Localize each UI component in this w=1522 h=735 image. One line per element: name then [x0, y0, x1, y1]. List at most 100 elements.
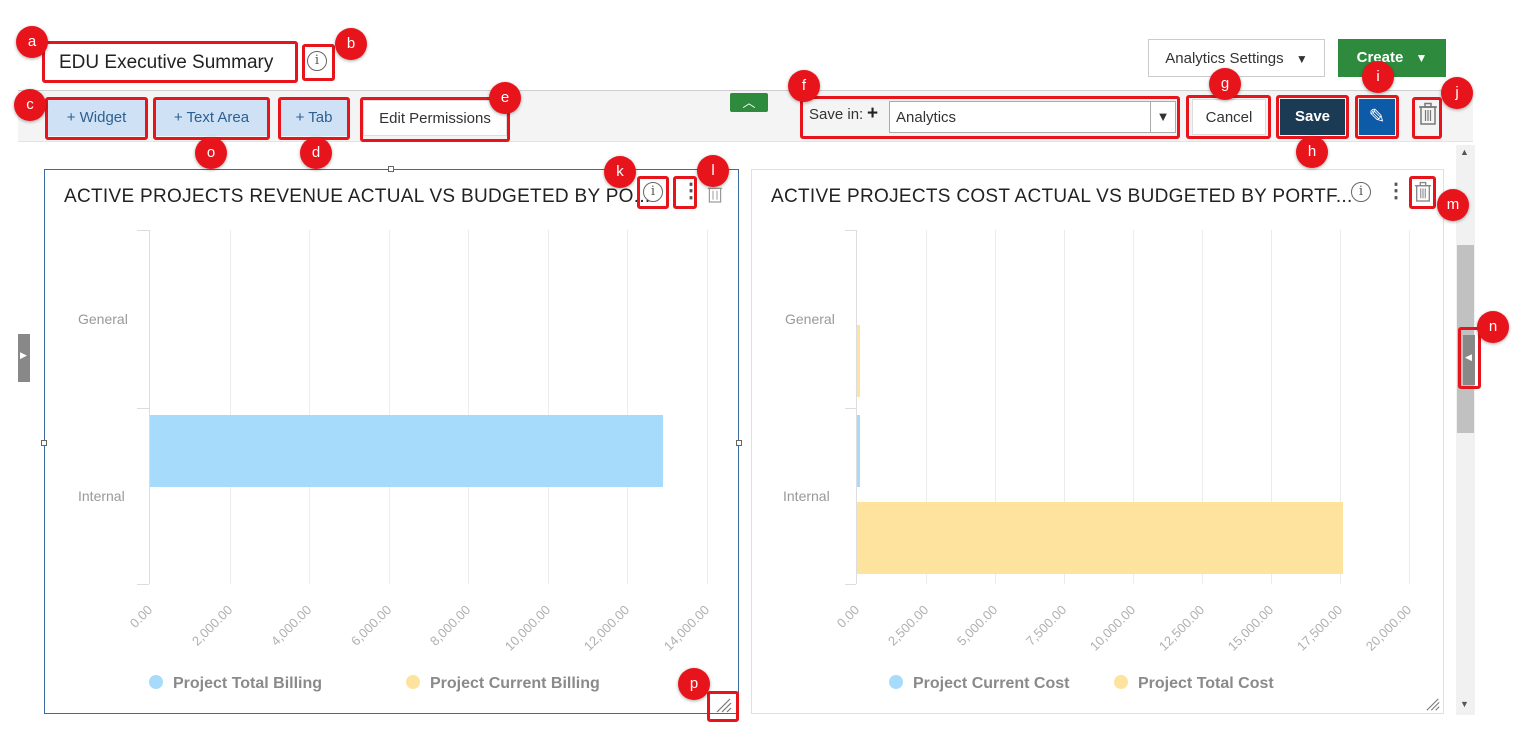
callout-badge: o [195, 137, 227, 169]
resize-handle-icon[interactable] [1425, 698, 1441, 712]
left-panel-toggle[interactable]: ▶ [18, 334, 30, 382]
panel-toggle-icon: ◀ [1465, 352, 1472, 362]
highlight-m [1409, 176, 1436, 209]
widget-cost[interactable] [751, 169, 1444, 714]
vertical-scrollbar[interactable]: ▲ ▼ [1456, 145, 1475, 715]
right-panel-toggle[interactable]: ◀ [1463, 335, 1475, 385]
y-axis-line [856, 230, 857, 584]
add-widget-button[interactable]: + Widget [48, 100, 145, 136]
gridline [627, 230, 629, 584]
callout-badge: n [1477, 311, 1509, 343]
highlight-i [1355, 95, 1399, 139]
callout-badge: e [489, 82, 521, 114]
resize-handle-icon[interactable] [715, 698, 733, 714]
callout-badge: k [604, 156, 636, 188]
y-axis-line [149, 230, 150, 584]
highlight-j [1412, 97, 1442, 139]
callout-badge: h [1296, 136, 1328, 168]
add-tab-button[interactable]: + Tab [281, 100, 347, 136]
callout-badge: p [678, 668, 710, 700]
legend-label: Project Current Cost [913, 675, 1070, 692]
highlight-l [673, 176, 697, 209]
panel-toggle-icon: ▶ [20, 350, 27, 360]
resize-handle-top[interactable] [388, 166, 394, 172]
legend-item[interactable]: Project Total Cost [1114, 675, 1274, 693]
axis-tick [137, 408, 149, 409]
legend-swatch [149, 675, 163, 689]
category-label: General [785, 311, 835, 327]
add-text-area-button[interactable]: + Text Area [156, 100, 267, 136]
save-in-select[interactable]: Analytics ▼ [889, 101, 1176, 133]
scroll-up-icon[interactable]: ▲ [1460, 147, 1469, 157]
highlight-d [278, 97, 350, 140]
chart-plot-area [857, 230, 1410, 584]
resize-handle-right[interactable] [736, 440, 742, 446]
legend-swatch [889, 675, 903, 689]
callout-badge: c [14, 89, 46, 121]
gridline [1409, 230, 1410, 584]
chevron-down-icon: ▼ [1415, 51, 1428, 65]
dashboard-info-icon[interactable]: i [307, 51, 327, 71]
bar[interactable] [857, 325, 860, 397]
gridline [995, 230, 996, 584]
analytics-settings-button[interactable]: Analytics Settings ▼ [1148, 39, 1325, 77]
resize-handle-left[interactable] [41, 440, 47, 446]
trash-icon[interactable] [707, 184, 723, 204]
plus-icon[interactable]: + [867, 103, 879, 124]
gridline [309, 230, 311, 584]
dashboard-title-input[interactable]: EDU Executive Summary [45, 44, 295, 80]
chevron-down-icon: ▼ [1295, 52, 1308, 66]
save-in-value: Analytics [896, 109, 957, 126]
highlight-a [42, 41, 298, 83]
bar[interactable] [150, 415, 664, 487]
legend-swatch [406, 675, 420, 689]
highlight-k [637, 176, 669, 209]
category-label: Internal [78, 488, 125, 504]
highlight-b [302, 44, 335, 81]
chevron-up-icon: ︿ [742, 95, 756, 110]
collapse-toolbar-button[interactable]: ︿ [730, 93, 768, 112]
gridline [388, 230, 390, 584]
legend-item[interactable]: Project Current Billing [406, 675, 600, 693]
gridline [1340, 230, 1341, 584]
delete-dashboard-button[interactable] [1416, 102, 1440, 132]
category-label: Internal [783, 488, 830, 504]
gridline [1064, 230, 1065, 584]
widget-cost-title: ACTIVE PROJECTS COST ACTUAL VS BUDGETED … [771, 186, 1353, 207]
axis-tick [845, 230, 856, 231]
trash-icon[interactable] [1414, 181, 1432, 203]
gridline [926, 230, 927, 584]
bar[interactable] [857, 502, 1343, 574]
axis-tick [137, 584, 149, 585]
highlight-f [800, 96, 1180, 139]
scroll-down-icon[interactable]: ▼ [1460, 699, 1469, 709]
callout-badge: m [1437, 189, 1469, 221]
legend-item[interactable]: Project Current Cost [889, 675, 1069, 693]
chevron-down-icon[interactable]: ▼ [1150, 102, 1175, 132]
highlight-g [1186, 95, 1271, 139]
gridline [707, 230, 708, 584]
save-button[interactable]: Save [1280, 99, 1345, 135]
legend-label: Project Total Cost [1138, 675, 1274, 692]
legend-item[interactable]: Project Total Billing [149, 675, 322, 693]
gridline [1202, 230, 1203, 584]
callout-badge: f [788, 70, 820, 102]
analytics-settings-label: Analytics Settings [1165, 50, 1284, 67]
callout-badge: d [300, 137, 332, 169]
widget-info-icon[interactable]: i [1351, 182, 1371, 202]
widget-info-icon[interactable]: i [643, 182, 663, 202]
gridline [1271, 230, 1272, 584]
callout-badge: i [1362, 61, 1394, 93]
bar[interactable] [857, 415, 860, 487]
highlight-p [707, 691, 739, 722]
callout-badge: l [697, 155, 729, 187]
kebab-menu-icon[interactable]: ⋮ [1386, 180, 1406, 202]
create-button[interactable]: Create ▼ [1338, 39, 1446, 77]
highlight-h [1276, 95, 1349, 139]
save-in-label: Save in: [809, 106, 864, 123]
axis-tick [845, 408, 856, 409]
cancel-button[interactable]: Cancel [1192, 99, 1266, 135]
highlight-e [360, 97, 510, 142]
edit-permissions-button[interactable]: Edit Permissions [363, 100, 507, 136]
edit-button[interactable]: ✎ [1359, 99, 1395, 135]
